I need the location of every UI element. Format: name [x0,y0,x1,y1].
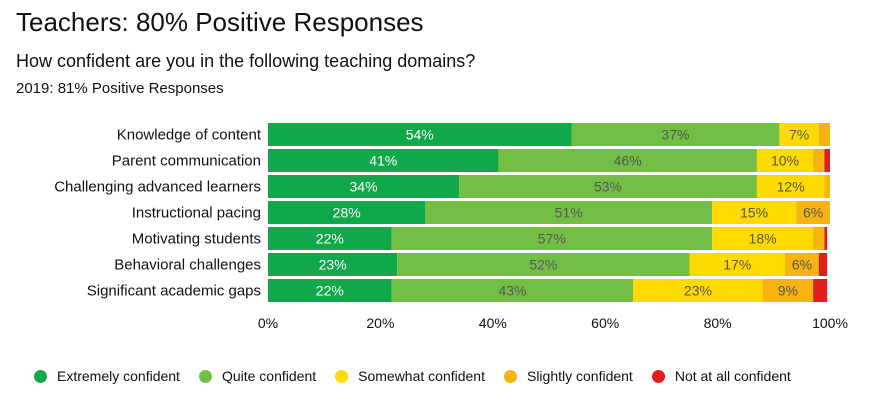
bar-segment [633,279,763,302]
legend-swatch [651,369,665,383]
bar-segment [571,123,780,146]
bar-segment [268,149,499,172]
legend-label: Slightly confident [526,368,633,384]
bar-segment [268,175,460,198]
bar-segment [818,123,830,146]
category-label: Significant academic gaps [87,283,261,300]
bar-segment [756,175,825,198]
data-label: 46% [614,153,642,169]
legend-label: Extremely confident [57,368,180,384]
data-label: 22% [316,283,344,299]
x-tick-label: 40% [479,315,507,331]
bar-segment [391,279,634,302]
bar-segment [268,123,572,146]
bar-segment [824,227,828,250]
bar-segment [391,227,712,250]
legend-label: Not at all confident [674,368,791,384]
data-label: 57% [538,231,566,247]
bar-segment [824,149,830,172]
data-label: 23% [684,283,712,299]
bar-segment [762,279,814,302]
legend-swatch [198,369,212,383]
bar-segment [397,253,690,276]
data-label: 43% [498,283,526,299]
legend-swatch [335,369,349,383]
data-label: 51% [555,205,583,221]
data-label: 54% [406,127,434,143]
bar-segment [268,227,392,250]
data-label: 10% [771,153,799,169]
bar-segment [268,279,392,302]
legend-swatch [503,369,517,383]
category-label: Motivating students [132,231,261,248]
legend-label: Somewhat confident [358,368,485,384]
data-label: 7% [789,127,809,143]
bar-segment [459,175,757,198]
x-tick-label: 100% [812,315,848,331]
category-label: Challenging advanced learners [54,179,261,196]
chart-question: How confident are you in the following t… [16,51,476,71]
data-label: 23% [319,257,347,273]
category-label: Behavioral challenges [114,257,261,274]
chart-legend: Extremely confident Quite confident Somewh… [34,366,810,386]
category-label: Parent communication [112,153,261,170]
category-label: Knowledge of content [117,127,262,144]
legend-label: Quite confident [221,368,317,384]
bar-segment [268,201,426,224]
bar-segment [498,149,757,172]
legend-swatch [34,369,47,383]
data-label: 6% [803,205,823,221]
legend-item: Extremely confident [34,368,180,384]
bar-segment [689,253,786,276]
prior-year-result: 2019: 81% Positive Responses [16,80,224,97]
stacked-bar-chart: Knowledge of content 54% 37% 7% Parent commu… [54,123,848,331]
x-tick-label: 0% [258,315,278,331]
data-label: 6% [792,257,812,273]
data-label: 9% [778,283,798,299]
legend-item: Not at all confident [651,368,791,384]
bar-segment [711,227,814,250]
bar-segment [425,201,712,224]
bar-segment [813,149,825,172]
bar-segment [785,253,819,276]
data-label: 15% [740,205,768,221]
data-label: 37% [661,127,689,143]
bar-segment [818,253,828,276]
legend-item: Quite confident [198,368,317,384]
bar-segment [813,227,825,250]
bar-segment [796,201,830,224]
category-label: Instructional pacing [132,205,261,222]
data-label: 12% [777,179,805,195]
bar-segment [756,149,814,172]
data-label: 17% [723,257,751,273]
data-label: 28% [333,205,361,221]
x-tick-label: 60% [591,315,619,331]
bar-segment [813,279,828,302]
data-label: 41% [369,153,397,169]
legend-item: Somewhat confident [335,368,485,384]
bar-segment [268,253,398,276]
x-tick-label: 20% [366,315,394,331]
data-label: 52% [529,257,557,273]
data-label: 34% [350,179,378,195]
bar-segment [824,175,830,198]
data-label: 53% [594,179,622,195]
bar-segment [779,123,819,146]
x-tick-label: 80% [704,315,732,331]
bar-segment [711,201,797,224]
legend-item: Slightly confident [503,368,633,384]
chart-title: Teachers: 80% Positive Responses [16,7,424,37]
data-label: 18% [749,231,777,247]
data-label: 22% [316,231,344,247]
